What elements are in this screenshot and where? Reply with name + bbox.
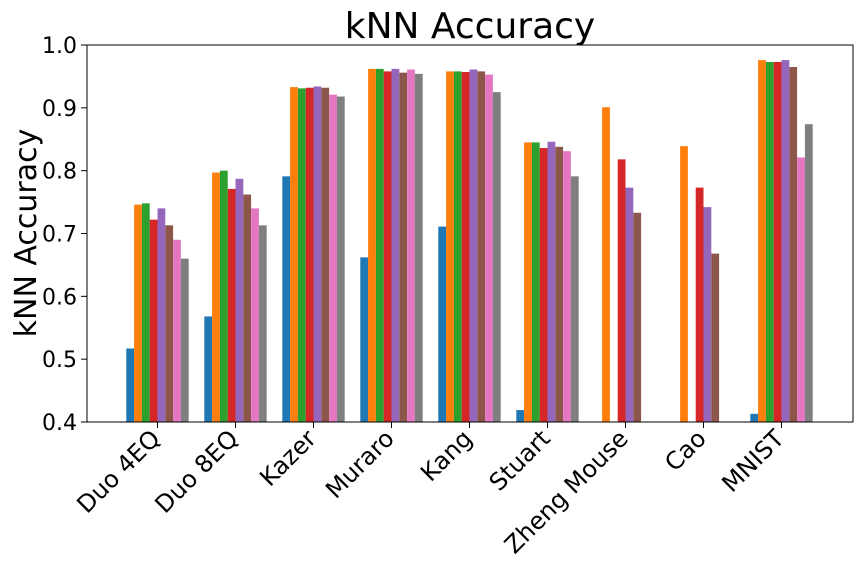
y-tick-label: 0.6 [42, 285, 77, 310]
bar-zheng-mouse-s6 [633, 212, 642, 422]
bar-kang-s3 [453, 71, 462, 422]
bar-muraro-s3 [375, 68, 384, 422]
y-tick-label: 0.7 [42, 223, 77, 248]
x-tick-label: Stuart [484, 424, 556, 496]
bar-stuart-s7 [563, 151, 571, 422]
y-tick-label: 0.4 [42, 411, 77, 436]
bar-kazer-s2 [290, 87, 298, 422]
bar-duo-4eq-s3 [141, 203, 150, 422]
bar-duo-4eq-s4 [149, 219, 158, 422]
bar-stuart-s6 [555, 146, 564, 423]
bar-duo-8eq-s6 [243, 194, 252, 422]
x-tick-label: Muraro [320, 424, 400, 504]
bar-mnist-s4 [773, 61, 782, 422]
bar-duo-4eq-s5 [157, 208, 166, 422]
bar-kazer-s6 [321, 87, 330, 422]
bar-kang-s4 [461, 72, 470, 423]
x-tick-label: Duo 4EQ [71, 424, 165, 518]
bar-mnist-s5 [781, 60, 790, 422]
bar-muraro-s6 [399, 72, 408, 423]
bar-stuart-s1 [516, 410, 525, 422]
bar-cao-s6 [711, 253, 720, 422]
bar-duo-8eq-s4 [227, 188, 236, 422]
y-tick-label: 0.5 [42, 348, 77, 373]
bar-cao-s2 [680, 146, 688, 422]
bar-muraro-s4 [383, 71, 392, 422]
bar-kang-s2 [446, 71, 454, 422]
bar-muraro-s7 [407, 69, 415, 422]
bar-zheng-mouse-s5 [625, 187, 634, 422]
bar-stuart-s4 [539, 148, 548, 423]
x-tick-label: MNIST [716, 424, 790, 498]
x-tick-label: Duo 8EQ [149, 424, 243, 518]
bar-zheng-mouse-s4 [617, 159, 626, 423]
bar-duo-4eq-s8 [180, 258, 189, 422]
bar-duo-4eq-s7 [173, 239, 181, 422]
y-tick-label: 1.0 [42, 34, 77, 59]
x-tick-label: Kang [415, 424, 478, 487]
bar-kang-s8 [492, 92, 501, 423]
bar-zheng-mouse-s2 [602, 107, 610, 422]
bar-kang-s1 [438, 226, 447, 422]
bar-duo-8eq-s1 [204, 316, 213, 422]
bar-mnist-s8 [804, 124, 813, 423]
bar-stuart-s3 [531, 142, 540, 422]
y-tick-label: 0.8 [42, 160, 77, 185]
bar-duo-8eq-s2 [212, 172, 220, 422]
bar-kang-s7 [485, 74, 493, 422]
bar-duo-8eq-s3 [219, 170, 228, 422]
bar-muraro-s8 [414, 73, 423, 423]
bar-duo-4eq-s6 [165, 225, 174, 422]
chart-title: kNN Accuracy [345, 6, 596, 47]
bar-cao-s4 [695, 187, 704, 422]
bars-layer [126, 60, 813, 423]
bar-duo-4eq-s2 [134, 204, 142, 422]
bar-muraro-s2 [368, 68, 376, 422]
bar-kazer-s4 [305, 87, 314, 422]
bar-duo-8eq-s5 [235, 178, 244, 422]
bar-mnist-s3 [765, 61, 774, 422]
bar-muraro-s5 [391, 68, 400, 422]
bar-kazer-s3 [297, 88, 306, 422]
bar-cao-s5 [703, 207, 712, 422]
bar-mnist-s7 [797, 157, 805, 422]
bar-kazer-s8 [336, 96, 345, 423]
x-tick-label: Cao [659, 424, 711, 476]
bar-duo-4eq-s1 [126, 348, 135, 422]
bar-stuart-s2 [524, 142, 532, 422]
bar-muraro-s1 [360, 257, 369, 422]
bar-kazer-s5 [313, 86, 322, 422]
bar-duo-8eq-s8 [258, 225, 267, 422]
y-tick-label: 0.9 [42, 97, 77, 122]
bar-mnist-s6 [789, 66, 798, 423]
y-axis-label: kNN Accuracy [9, 129, 44, 338]
bar-stuart-s5 [547, 141, 556, 422]
bar-duo-8eq-s7 [251, 208, 259, 422]
bar-mnist-s1 [750, 413, 759, 422]
bar-kang-s6 [477, 71, 486, 422]
bar-mnist-s2 [758, 60, 766, 422]
x-tick-label: Kazer [254, 424, 321, 491]
bar-kazer-s1 [282, 176, 291, 422]
bar-stuart-s8 [570, 176, 579, 422]
bar-kang-s5 [469, 69, 478, 422]
bar-kazer-s7 [329, 94, 337, 422]
